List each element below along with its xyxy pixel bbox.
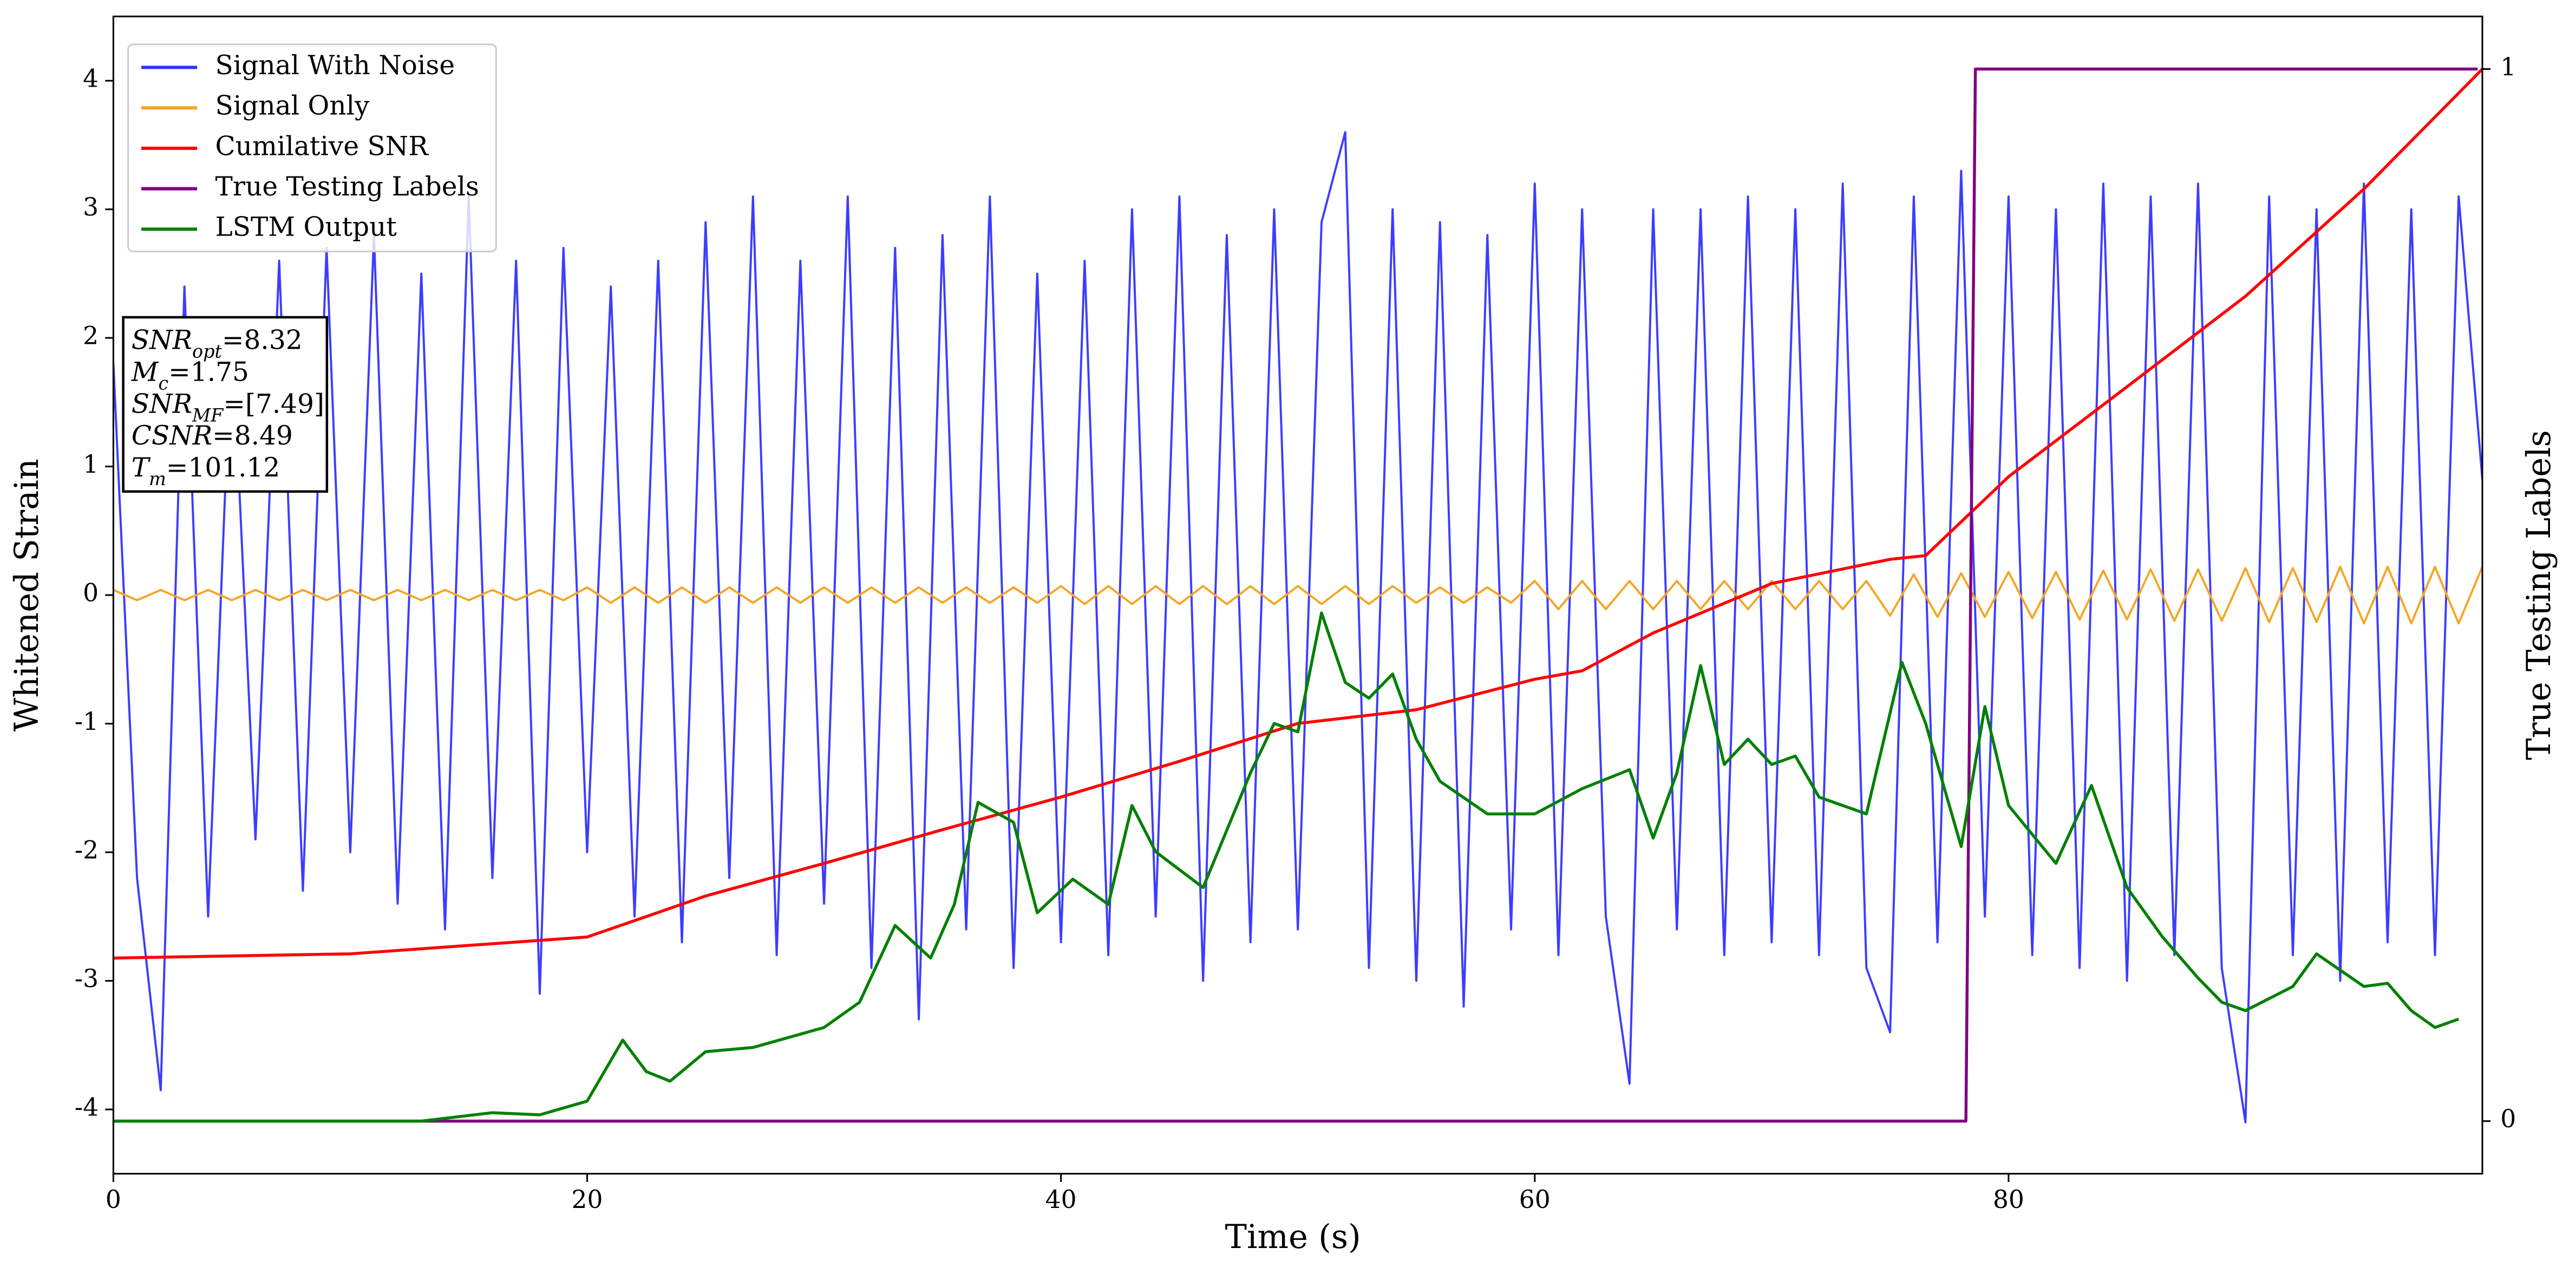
annotation-name: SNR <box>132 325 192 355</box>
plot-area <box>113 67 2483 1123</box>
y-tick-label: -2 <box>75 836 99 865</box>
annotation-value: =8.49 <box>212 421 293 451</box>
annotation-line: SNRMF=[7.49] <box>132 389 324 426</box>
legend-box <box>127 43 497 253</box>
annotation-box <box>122 316 329 493</box>
y-tick-label: 1 <box>83 450 99 479</box>
annotation-name: SNR <box>132 389 192 419</box>
annotation-line: Mc=1.75 <box>131 357 249 394</box>
series-line <box>113 68 2483 960</box>
x-tick-label: 60 <box>1519 1185 1551 1214</box>
y-tick-label: 3 <box>83 193 99 221</box>
x-tick-label: 40 <box>1045 1185 1077 1214</box>
annotation-sub: MF <box>192 404 224 426</box>
y-tick-label: 4 <box>83 64 99 93</box>
annotation-name: CSNR <box>132 421 212 451</box>
legend-label: Cumilative SNR <box>215 131 429 161</box>
legend-label: Signal With Noise <box>215 50 455 81</box>
y2-tick-label: 1 <box>2500 53 2516 81</box>
y-tick-label: -4 <box>75 1093 99 1122</box>
annotation-line: Tm=101.12 <box>132 453 280 489</box>
series-line <box>113 611 2460 1123</box>
series-line <box>113 131 2483 1123</box>
annotation-value: =1.75 <box>168 357 249 387</box>
annotation-line: CSNR=8.49 <box>132 421 293 451</box>
y-tick-label: -3 <box>75 964 99 993</box>
annotation-sub: c <box>158 373 168 394</box>
y-tick-label: -1 <box>75 707 99 736</box>
y-tick-label: 0 <box>83 579 99 607</box>
x-tick-label: 0 <box>106 1185 121 1214</box>
x-tick-label: 80 <box>1993 1185 2024 1214</box>
annotation-name: T <box>132 453 151 483</box>
annotation-value: =8.32 <box>222 325 303 355</box>
annotation-value: =[7.49] <box>223 389 324 419</box>
annotation-name: M <box>131 357 159 387</box>
annotation-sub: m <box>149 468 166 489</box>
y-axis-label: Whitened Strain <box>8 459 46 731</box>
legend-label: Signal Only <box>215 91 370 121</box>
annotation-sub: opt <box>192 341 222 362</box>
y2-tick-label: 0 <box>2500 1105 2516 1133</box>
annotation-value: =101.12 <box>166 453 280 483</box>
x-tick-label: 20 <box>572 1185 603 1214</box>
annotation-line: SNRopt=8.32 <box>132 325 303 362</box>
x-axis-label: Time (s) <box>1225 1218 1361 1256</box>
series-line <box>113 67 2478 1123</box>
legend-label: True Testing Labels <box>215 172 479 202</box>
y2-axis-label: True Testing Labels <box>2520 430 2558 760</box>
y-tick-label: 2 <box>83 322 99 350</box>
legend-label: LSTM Output <box>215 212 397 243</box>
series-line <box>113 565 2483 625</box>
